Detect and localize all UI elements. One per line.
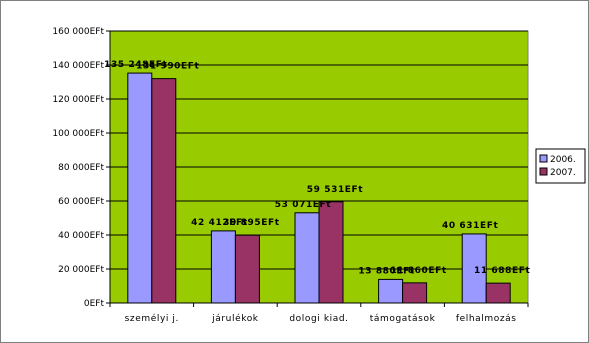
y-tick-label: 100 000EFt [52, 129, 104, 139]
y-tick-label: 60 000EFt [58, 197, 104, 207]
bar-series-2 [234, 234, 260, 304]
data-label: 59 531EFt [307, 185, 364, 195]
data-label: 42 412EFt [191, 218, 248, 228]
y-tick-label: 40 000EFt [58, 231, 104, 241]
legend-label: 2007. [550, 168, 576, 178]
x-category-label: járulékok [211, 313, 259, 324]
y-tick-label: 140 000EFt [52, 61, 104, 71]
x-category-label: személyi j. [125, 313, 179, 324]
legend-label: 2006. [550, 155, 576, 165]
bar-series-1 [378, 278, 404, 304]
y-tick-label: 20 000EFt [58, 265, 104, 275]
y-tick-label: 120 000EFt [52, 95, 104, 105]
data-label: 11 688EFt [474, 266, 531, 276]
bar-series-2 [151, 78, 177, 304]
data-label: 13 880EFt [358, 266, 415, 276]
data-label: 40 631EFt [442, 221, 499, 231]
y-tick-label: 160 000EFt [52, 27, 104, 37]
bar-series-1 [210, 230, 236, 304]
bar-series-2 [318, 201, 344, 304]
legend-swatch [539, 154, 548, 163]
data-label: 131 990EFt [136, 62, 199, 72]
x-category-label: felhalmozás [456, 314, 517, 324]
bar-series-1 [127, 72, 153, 304]
y-axis-tick-labels: 0EFt 20 000EFt 40 000EFt 60 000EFt 80 000EFt… [52, 27, 110, 309]
data-label: 39 895EFt [223, 218, 280, 228]
bars [127, 72, 511, 304]
bar-series-2 [485, 282, 511, 304]
legend-swatch [539, 167, 548, 176]
x-category-label: támogatások [370, 314, 436, 324]
data-label: 135 248EFt [104, 60, 167, 70]
bar-series-1 [294, 212, 320, 304]
data-label: 53 071EFt [275, 200, 332, 210]
axes [109, 31, 528, 304]
gridlines [110, 30, 528, 270]
x-category-label: dologi kiad. [289, 314, 348, 324]
legend: 2006. 2007. [535, 148, 586, 184]
y-tick-label: 0EFt [84, 299, 105, 309]
bar-series-2 [402, 282, 428, 304]
x-axis-category-labels: személyi j. járulékok dologi kiad. támogatá… [109, 303, 529, 324]
y-tick-label: 80 000EFt [58, 163, 104, 173]
data-label: 11 860EFt [390, 266, 447, 276]
